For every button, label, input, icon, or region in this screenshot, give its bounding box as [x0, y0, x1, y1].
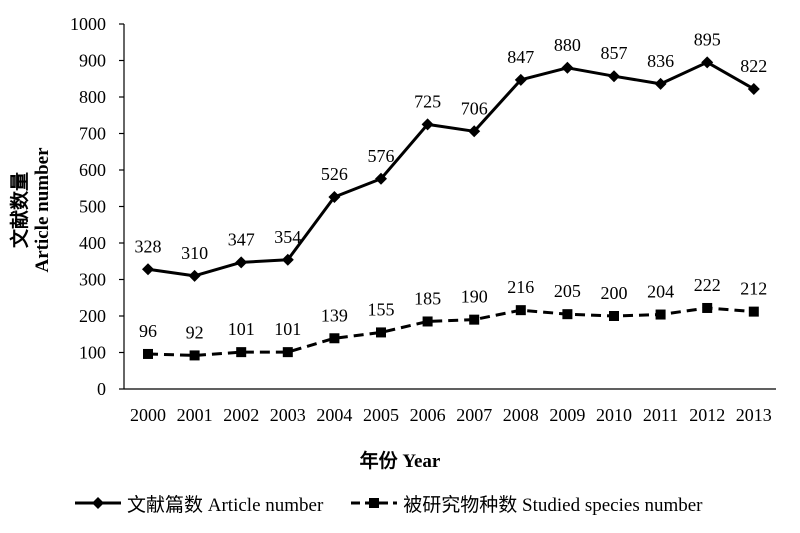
- data-label: 822: [740, 56, 767, 76]
- series-line-article-number: [147, 60, 755, 278]
- data-label: 725: [414, 91, 441, 111]
- y-tick-label: 600: [79, 160, 106, 180]
- data-label: 310: [181, 243, 208, 263]
- x-tick-label: 2005: [363, 405, 399, 425]
- legend: 文献篇数 Article number 被研究物种数 Studied speci…: [75, 490, 703, 516]
- data-point-diamond: [561, 61, 574, 74]
- data-label: 205: [554, 281, 581, 301]
- data-label: 706: [461, 98, 488, 118]
- data-point-square: [469, 314, 480, 325]
- data-point-square: [236, 347, 247, 358]
- x-tick-label: 2000: [130, 405, 166, 425]
- data-point-square: [655, 309, 666, 320]
- data-point-diamond: [701, 56, 714, 69]
- x-tick-label: 2012: [689, 405, 725, 425]
- data-label: 185: [414, 288, 441, 308]
- data-point-square: [376, 327, 386, 338]
- series-group: 328 310 347 354 526 576 725 706 847 880 857 836 895 8…: [135, 29, 767, 361]
- legend-item-article-number: 文献篇数 Article number: [75, 490, 323, 517]
- data-point-square: [189, 350, 200, 361]
- data-label: 101: [274, 319, 301, 339]
- legend-item-species-number: 被研究物种数 Studied species number: [351, 490, 703, 517]
- data-point-diamond: [188, 269, 201, 282]
- data-label: 92: [186, 322, 204, 342]
- data-label: 190: [461, 287, 488, 307]
- x-tick-label: 2009: [549, 405, 585, 425]
- y-tick-label: 200: [79, 306, 106, 326]
- data-label: 216: [507, 277, 534, 297]
- y-axis-title-chinese: 文献数量: [10, 172, 31, 249]
- x-tick-label: 2008: [503, 405, 539, 425]
- y-tick-label: 0: [97, 379, 106, 399]
- data-point-diamond: [375, 172, 387, 185]
- data-point-diamond: [654, 77, 667, 90]
- y-tick-label: 400: [79, 233, 106, 253]
- data-point-diamond: [514, 73, 527, 86]
- data-point-diamond: [421, 118, 434, 131]
- data-label: 96: [139, 321, 157, 341]
- x-axis-ticks: 2000 2001 2002 2003 2004 2005 2006 2007 2008 2009…: [130, 405, 772, 425]
- data-label: 354: [274, 227, 301, 247]
- data-point-square: [702, 302, 713, 313]
- data-label: 222: [694, 275, 721, 295]
- x-tick-label: 2013: [736, 405, 772, 425]
- data-point-diamond: [281, 253, 294, 266]
- x-tick-label: 2002: [223, 405, 259, 425]
- y-tick-label: 700: [79, 124, 106, 144]
- data-label: 836: [647, 51, 674, 71]
- data-label: 576: [368, 146, 395, 166]
- y-tick-label: 500: [79, 197, 106, 217]
- data-point-diamond: [142, 263, 154, 276]
- legend-marker-dashed-square: [351, 498, 398, 508]
- x-tick-label: 2011: [643, 405, 678, 425]
- data-point-square: [562, 309, 573, 320]
- data-point-square: [329, 333, 340, 344]
- y-tick-label: 900: [79, 51, 106, 71]
- data-label: 200: [601, 283, 628, 303]
- x-tick-label: 2007: [456, 405, 492, 425]
- data-label: 101: [228, 319, 255, 339]
- data-label: 139: [321, 305, 348, 325]
- data-label: 328: [135, 236, 162, 256]
- y-axis-ticks: 0 100 200 300 400 500 600 700 800 900 1000: [70, 14, 124, 399]
- y-axis-title: 文献数量 Article number: [2, 130, 62, 290]
- data-point-square: [748, 306, 759, 317]
- data-label: 857: [601, 43, 628, 63]
- data-point-diamond: [328, 191, 341, 204]
- y-tick-label: 800: [79, 87, 106, 107]
- legend-label-article-number: 文献篇数 Article number: [127, 494, 324, 516]
- x-tick-label: 2001: [177, 405, 213, 425]
- data-label: 895: [694, 29, 721, 49]
- y-tick-label: 300: [79, 270, 106, 290]
- data-label: 880: [554, 35, 581, 55]
- legend-marker-solid-diamond: [75, 497, 121, 509]
- series-line-species-number: [147, 306, 754, 357]
- y-tick-label: 1000: [70, 14, 106, 34]
- data-point-diamond: [235, 256, 248, 269]
- data-point-square: [609, 311, 619, 321]
- data-label: 526: [321, 164, 348, 184]
- data-label: 347: [228, 229, 255, 249]
- x-tick-label: 2006: [410, 405, 446, 425]
- x-tick-label: 2004: [316, 405, 352, 425]
- x-tick-label: 2003: [270, 405, 306, 425]
- data-label: 155: [368, 299, 395, 319]
- data-point-diamond: [608, 70, 620, 83]
- y-tick-label: 100: [79, 343, 106, 363]
- x-tick-label: 2010: [596, 405, 632, 425]
- data-point-diamond: [468, 125, 481, 138]
- data-label: 212: [740, 279, 767, 299]
- data-point-square: [515, 305, 526, 316]
- y-axis-title-english: Article number: [32, 147, 53, 273]
- x-axis-title: 年份 Year: [359, 451, 441, 472]
- data-point-diamond: [747, 82, 760, 95]
- data-point-square: [143, 348, 153, 359]
- data-label: 204: [647, 282, 674, 302]
- data-point-square: [282, 347, 293, 358]
- data-label: 847: [507, 47, 534, 67]
- legend-label-species-number: 被研究物种数 Studied species number: [403, 494, 703, 516]
- data-point-square: [422, 316, 433, 327]
